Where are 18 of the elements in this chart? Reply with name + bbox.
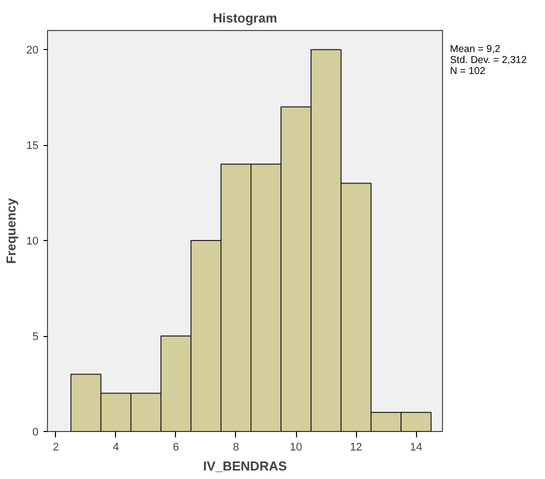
x-tick-label: 4 (112, 442, 119, 454)
x-tick-label: 14 (410, 442, 422, 454)
y-tick-label: 20 (26, 44, 39, 57)
x-tick-label: 12 (350, 442, 362, 454)
annotation: N = 102 (450, 66, 486, 77)
x-tick-label: 10 (290, 442, 302, 454)
annotation: Mean = 9,2 (450, 44, 502, 55)
x-axis-title: IV_BENDRAS (203, 458, 288, 474)
x-tick-label: 8 (232, 442, 240, 454)
y-tick-label: 10 (26, 236, 39, 248)
y-axis-title: Frequency (3, 197, 18, 264)
y-tick-label: 5 (32, 331, 39, 344)
annotation: Std. Dev. = 2,312 (450, 55, 527, 66)
y-tick-label: 0 (32, 426, 39, 438)
x-tick-label: 2 (52, 442, 59, 454)
chart-title: Histogram (212, 10, 278, 26)
y-tick-label: 15 (26, 140, 39, 152)
x-tick-label: 6 (172, 442, 180, 454)
